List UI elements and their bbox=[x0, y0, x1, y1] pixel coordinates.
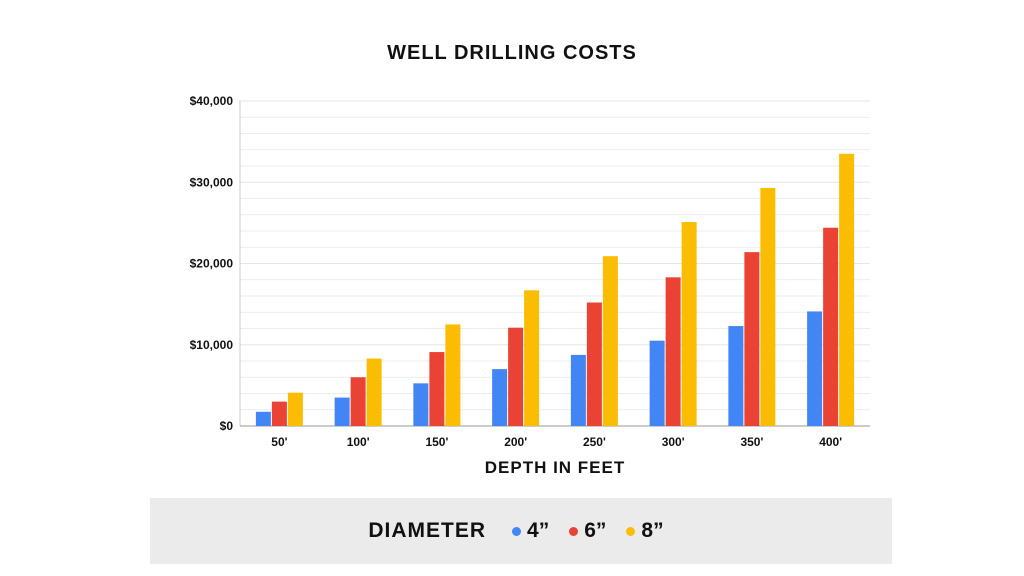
bar-300ft-series-1 bbox=[665, 277, 681, 426]
bar-400ft-series-2 bbox=[839, 153, 855, 426]
bar-150ft-series-2 bbox=[445, 324, 461, 426]
bar-300ft-series-2 bbox=[681, 222, 697, 426]
x-tick-label: 300' bbox=[662, 435, 685, 449]
bar-250ft-series-0 bbox=[570, 354, 586, 426]
bar-350ft-series-2 bbox=[760, 187, 776, 426]
bar-200ft-series-0 bbox=[492, 369, 508, 426]
legend-label-4-inch: 4” bbox=[527, 519, 550, 542]
y-tick-label: $40,000 bbox=[190, 94, 234, 108]
bar-chart: $0 $10,000 $20,000 $30,000 $40,000 50' 100' 150… bbox=[190, 94, 870, 449]
bar-250ft-series-2 bbox=[602, 256, 618, 426]
bar-200ft-series-2 bbox=[524, 290, 540, 426]
legend-swatch-8-inch bbox=[626, 526, 636, 536]
bar-350ft-series-1 bbox=[744, 252, 760, 426]
bar-50ft-series-2 bbox=[287, 392, 303, 426]
legend-label-8-inch: 8” bbox=[641, 519, 664, 542]
legend-item-6-inch: 6” bbox=[569, 519, 606, 543]
legend-item-8-inch: 8” bbox=[626, 519, 664, 543]
x-tick-label: 150' bbox=[425, 435, 448, 449]
legend-title: DIAMETER bbox=[368, 519, 487, 542]
bar-300ft-series-0 bbox=[649, 340, 665, 426]
bar-150ft-series-0 bbox=[413, 383, 429, 426]
bar-200ft-series-1 bbox=[508, 327, 524, 426]
bar-100ft-series-0 bbox=[334, 397, 350, 426]
y-tick-label: $0 bbox=[220, 419, 234, 433]
x-tick-label: 100' bbox=[347, 435, 370, 449]
x-tick-label: 250' bbox=[583, 435, 606, 449]
legend-item-4-inch: 4” bbox=[512, 519, 549, 543]
y-tick-label: $20,000 bbox=[190, 257, 234, 271]
bar-350ft-series-0 bbox=[728, 326, 744, 426]
legend-label-6-inch: 6” bbox=[584, 519, 607, 542]
bar-50ft-series-0 bbox=[255, 411, 271, 426]
x-axis-label: DEPTH IN FEET bbox=[484, 458, 626, 477]
bar-50ft-series-1 bbox=[271, 401, 287, 426]
x-tick-label: 400' bbox=[819, 435, 842, 449]
legend: DIAMETER 4” 6” 8” bbox=[150, 498, 892, 564]
bar-400ft-series-0 bbox=[807, 311, 823, 426]
bar-150ft-series-1 bbox=[429, 352, 445, 426]
y-tick-label: $30,000 bbox=[190, 175, 234, 189]
chart-title: WELL DRILLING COSTS bbox=[387, 42, 637, 64]
legend-swatch-4-inch bbox=[512, 526, 522, 536]
legend-swatch-6-inch bbox=[569, 526, 579, 536]
bar-100ft-series-1 bbox=[350, 377, 366, 426]
bar-100ft-series-2 bbox=[366, 358, 382, 426]
bar-250ft-series-1 bbox=[586, 302, 602, 426]
x-tick-label: 200' bbox=[504, 435, 527, 449]
bar-400ft-series-1 bbox=[823, 227, 839, 426]
x-tick-label: 350' bbox=[740, 435, 763, 449]
y-tick-label: $10,000 bbox=[190, 338, 234, 352]
x-tick-label: 50' bbox=[271, 435, 287, 449]
